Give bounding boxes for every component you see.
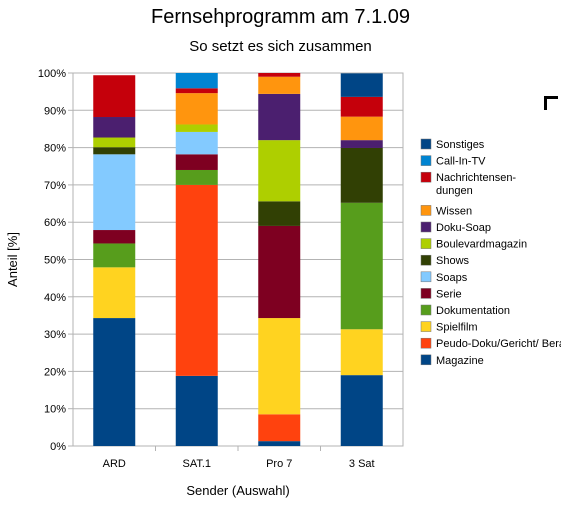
legend-swatch bbox=[420, 271, 432, 283]
legend-swatch bbox=[420, 238, 432, 249]
bar-segment-pro7-4 bbox=[258, 225, 301, 319]
chart-title: Fernsehprogramm am 7.1.09 bbox=[150, 6, 410, 28]
legend-label-1: Peudo-Doku/Gericht/ Beratung/Talk bbox=[436, 338, 561, 350]
bar-segment-ard-8 bbox=[93, 117, 136, 138]
bar-segment-3sat-3 bbox=[340, 202, 383, 330]
legend-swatch bbox=[420, 221, 432, 233]
bar-segment-sat1-4 bbox=[175, 154, 218, 170]
legend-label-5: Soaps bbox=[436, 272, 468, 284]
legend-swatch bbox=[420, 138, 432, 150]
y-tick-label: 50% bbox=[44, 255, 66, 267]
legend-label-7: Boulevardmagazin bbox=[436, 239, 527, 251]
legend-label-4: Serie bbox=[436, 288, 462, 300]
bar-segment-sat1-10 bbox=[175, 88, 218, 94]
bar-segment-pro7-9 bbox=[258, 76, 301, 94]
bar-segment-pro7-0 bbox=[258, 441, 301, 446]
bar-segment-3sat-9 bbox=[340, 116, 383, 141]
y-axis-title: Anteil [%] bbox=[5, 232, 20, 287]
legend-label-12: Sonstiges bbox=[436, 139, 485, 151]
y-tick-label: 80% bbox=[44, 143, 66, 155]
chart-subtitle: So setzt es sich zusammen bbox=[189, 38, 372, 55]
bar-segment-ard-10 bbox=[93, 75, 136, 118]
legend-label-9: Wissen bbox=[436, 205, 472, 217]
bar-segment-pro7-2 bbox=[258, 318, 301, 415]
corner-bracket-icon bbox=[544, 96, 558, 110]
legend-label-8: Doku-Soap bbox=[436, 222, 491, 234]
legend-label-10: Nachrichtensen-dungen bbox=[436, 172, 516, 197]
legend-swatch bbox=[420, 171, 432, 183]
bar-segment-3sat-8 bbox=[340, 140, 383, 148]
bar-segment-pro7-7 bbox=[258, 140, 301, 202]
bar-segment-sat1-1 bbox=[175, 184, 218, 376]
bar-segment-3sat-6 bbox=[340, 147, 383, 203]
legend-swatch bbox=[420, 304, 432, 316]
y-tick-label: 70% bbox=[44, 180, 66, 192]
y-tick-label: 60% bbox=[44, 217, 66, 229]
y-tick-label: 40% bbox=[44, 292, 66, 304]
legend-swatch bbox=[420, 288, 432, 299]
bar-segment-sat1-7 bbox=[175, 124, 218, 132]
bar-segment-sat1-3 bbox=[175, 169, 218, 185]
legend-label-0: Magazine bbox=[436, 355, 484, 367]
bar-segment-3sat-10 bbox=[340, 96, 383, 117]
legend-label-11: Call-In-TV bbox=[436, 156, 486, 168]
y-tick-label: 10% bbox=[44, 404, 66, 416]
bar-segment-sat1-0 bbox=[175, 375, 218, 446]
bar-segment-ard-4 bbox=[93, 230, 136, 244]
bar-segment-sat1-5 bbox=[175, 131, 218, 155]
x-tick-label: 3 Sat bbox=[349, 458, 375, 470]
x-tick-label: SAT.1 bbox=[182, 458, 211, 470]
x-axis-title: Sender (Auswahl) bbox=[186, 483, 289, 498]
y-tick-label: 100% bbox=[38, 68, 66, 80]
bar-segment-pro7-1 bbox=[258, 414, 301, 442]
y-tick-label: 0% bbox=[50, 441, 66, 453]
legend-label-2: Spielfilm bbox=[436, 322, 478, 334]
legend-swatch bbox=[420, 321, 432, 332]
bar-segment-ard-0 bbox=[93, 318, 136, 446]
bar-segment-3sat-12 bbox=[340, 73, 383, 97]
y-tick-label: 90% bbox=[44, 105, 66, 117]
legend-label-6: Shows bbox=[436, 255, 470, 267]
legend-swatch bbox=[420, 354, 432, 366]
y-tick-label: 30% bbox=[44, 329, 66, 341]
x-tick-label: Pro 7 bbox=[266, 458, 292, 470]
bar-segment-3sat-0 bbox=[340, 375, 383, 446]
y-tick-label: 20% bbox=[44, 366, 66, 378]
bar-segment-pro7-8 bbox=[258, 93, 301, 141]
bar-segment-ard-6 bbox=[93, 147, 136, 155]
bar-segment-sat1-11 bbox=[175, 73, 218, 89]
bar-segment-pro7-6 bbox=[258, 201, 301, 226]
bar-segment-ard-5 bbox=[93, 154, 136, 231]
bar-segment-pro7-10 bbox=[258, 73, 301, 77]
bar-segment-ard-2 bbox=[93, 267, 136, 319]
bar-segment-3sat-2 bbox=[340, 329, 383, 376]
legend-swatch bbox=[420, 205, 432, 216]
legend-swatch bbox=[420, 337, 432, 349]
bar-segment-ard-7 bbox=[93, 137, 136, 148]
legend-swatch bbox=[420, 155, 432, 166]
x-tick-label: ARD bbox=[103, 458, 126, 470]
bar-segment-sat1-9 bbox=[175, 93, 218, 125]
legend-swatch bbox=[420, 254, 432, 266]
bar-segment-ard-3 bbox=[93, 243, 136, 268]
legend-label-3: Dokumentation bbox=[436, 305, 510, 317]
